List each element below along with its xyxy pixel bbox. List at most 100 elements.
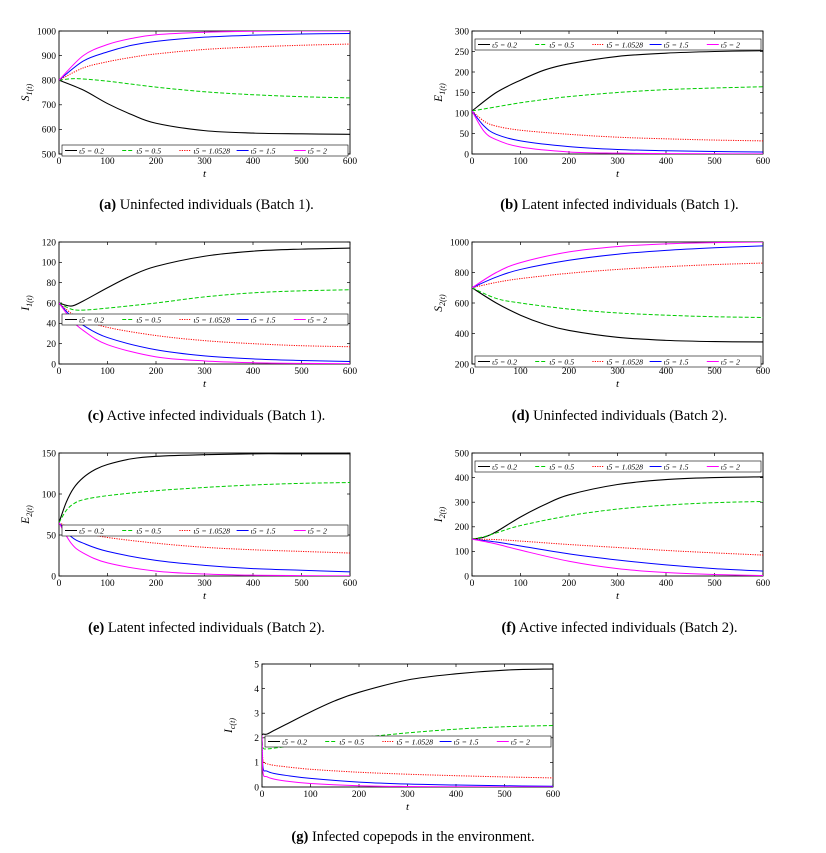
caption-d: (d) Uninfected individuals (Batch 2). — [413, 408, 826, 425]
x-tick-label: 500 — [707, 157, 722, 167]
legend-box — [474, 38, 762, 51]
legend-label: ι5 = 1.0528 — [193, 316, 230, 325]
legend-label: ι5 = 2 — [308, 147, 327, 156]
series-line-4 — [472, 538, 763, 572]
legend-box — [61, 144, 349, 157]
chart-c: 0 100 200 300 400 500 600020406080100120tI1(t)… — [20, 238, 358, 390]
y-tick-label: 200 — [455, 360, 470, 370]
x-tick-label: 600 — [756, 579, 771, 589]
legend-label: ι5 = 1.5 — [251, 316, 276, 325]
series-group — [472, 50, 763, 154]
series-line-5 — [472, 110, 763, 154]
x-tick-label: 600 — [343, 367, 358, 377]
series-line-3 — [59, 522, 350, 554]
caption-label: (g) — [291, 829, 309, 845]
series-line-5 — [472, 538, 763, 576]
x-tick-label: 0 — [57, 579, 62, 589]
x-tick-label: 500 — [294, 579, 309, 589]
series-group — [59, 453, 350, 576]
x-tick-label: 300 — [610, 579, 625, 589]
x-tick-label: 400 — [659, 157, 674, 167]
y-tick-label: 200 — [455, 523, 470, 533]
legend-label: ι5 = 1.0528 — [396, 738, 433, 747]
x-tick-label: 400 — [246, 367, 261, 377]
legend-label: ι5 = 1.0528 — [193, 147, 230, 156]
y-tick-label: 0 — [51, 360, 56, 370]
legend-box — [61, 313, 349, 326]
legend-label: ι5 = 1.0528 — [193, 527, 230, 536]
caption-e: (e) Latent infected individuals (Batch 2… — [0, 620, 413, 637]
y-tick-label: 50 — [47, 531, 57, 541]
legend-label: ι5 = 2 — [721, 41, 740, 50]
y-tick-label: 1000 — [450, 238, 469, 248]
y-tick-label: 800 — [42, 77, 57, 87]
legend-label: ι5 = 2 — [721, 358, 740, 367]
caption-label: (a) — [99, 197, 117, 213]
chart-b: 0 100 200 300 400 500 600050100150200250300tE1… — [433, 27, 771, 180]
y-tick-label: 800 — [455, 269, 470, 279]
legend-box — [264, 735, 552, 748]
legend-label: ι5 = 1.0528 — [606, 41, 643, 50]
series-line-1 — [472, 50, 763, 112]
series-line-1 — [472, 287, 763, 343]
x-tick-label: 200 — [562, 367, 577, 377]
series-group — [59, 31, 350, 135]
x-tick-label: 100 — [100, 367, 115, 377]
legend-label: ι5 = 0.5 — [339, 738, 364, 747]
series-line-4 — [262, 735, 553, 787]
x-tick-label: 300 — [197, 157, 212, 167]
x-axis-label: t — [203, 590, 207, 602]
series-group — [472, 476, 763, 576]
y-tick-label: 0 — [464, 572, 469, 582]
x-tick-label: 400 — [246, 157, 261, 167]
x-tick-label: 100 — [513, 579, 528, 589]
y-tick-label: 100 — [455, 548, 470, 558]
caption-text: Uninfected individuals (Batch 1). — [119, 197, 314, 213]
x-tick-label: 200 — [562, 579, 577, 589]
series-line-2 — [59, 482, 350, 523]
x-tick-label: 200 — [149, 367, 164, 377]
y-tick-label: 50 — [460, 130, 470, 140]
legend-label: ι5 = 0.2 — [492, 41, 517, 50]
x-tick-label: 300 — [610, 367, 625, 377]
legend-label: ι5 = 0.5 — [549, 463, 574, 472]
legend-box — [474, 460, 762, 473]
x-tick-label: 0 — [57, 157, 62, 167]
y-tick-label: 0 — [254, 783, 259, 793]
x-tick-label: 300 — [197, 579, 212, 589]
legend-label: ι5 = 1.0528 — [606, 463, 643, 472]
x-tick-label: 200 — [352, 790, 367, 800]
y-tick-label: 100 — [455, 109, 470, 119]
y-tick-label: 600 — [455, 299, 470, 309]
legend-label: ι5 = 0.5 — [136, 527, 161, 536]
x-tick-label: 100 — [100, 579, 115, 589]
series-group — [472, 242, 763, 343]
x-tick-label: 500 — [294, 367, 309, 377]
x-tick-label: 100 — [100, 157, 115, 167]
series-line-1 — [472, 476, 763, 540]
legend-label: ι5 = 2 — [308, 316, 327, 325]
series-line-3 — [472, 110, 763, 142]
series-line-4 — [472, 245, 763, 289]
y-tick-label: 100 — [42, 259, 57, 269]
y-tick-label: 80 — [47, 279, 57, 289]
series-line-4 — [59, 32, 350, 81]
x-axis-label: t — [616, 590, 620, 602]
x-axis-label: t — [616, 168, 620, 180]
x-tick-label: 100 — [513, 157, 528, 167]
y-tick-label: 400 — [455, 474, 470, 484]
y-tick-label: 2 — [254, 734, 259, 744]
plot-frame — [58, 452, 351, 577]
x-tick-label: 600 — [756, 157, 771, 167]
x-tick-label: 0 — [470, 367, 475, 377]
caption-a: (a) Uninfected individuals (Batch 1). — [0, 197, 413, 214]
caption-b: (b) Latent infected individuals (Batch 1… — [413, 197, 826, 214]
caption-c: (c) Active infected individuals (Batch 1… — [0, 408, 413, 425]
y-tick-label: 600 — [42, 126, 57, 136]
series-line-1 — [59, 453, 350, 523]
y-tick-label: 120 — [42, 238, 57, 248]
legend-box — [61, 524, 349, 537]
y-axis-label: Ic(t) — [223, 718, 237, 734]
legend-label: ι5 = 0.2 — [492, 463, 517, 472]
